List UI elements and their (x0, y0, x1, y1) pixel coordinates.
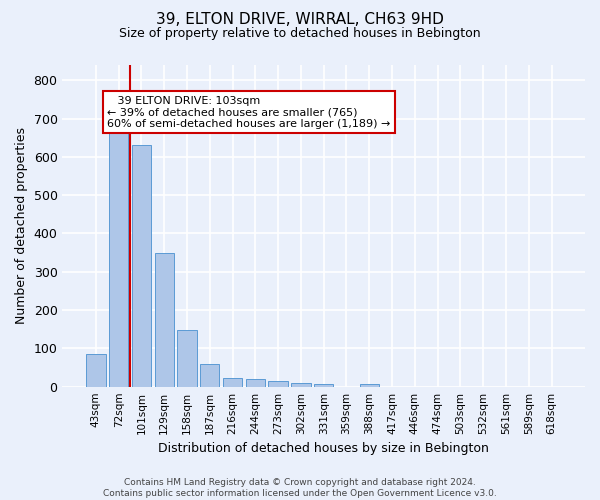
Bar (155, 254, 174, 386)
Text: Size of property relative to detached houses in Bebington: Size of property relative to detached ho… (119, 28, 481, 40)
Bar (291, 383, 311, 386)
Text: 39 ELTON DRIVE: 103sqm
← 39% of detached houses are smaller (765)
60% of semi-de: 39 ELTON DRIVE: 103sqm ← 39% of detached… (107, 96, 391, 129)
Text: Contains HM Land Registry data © Crown copyright and database right 2024.
Contai: Contains HM Land Registry data © Crown c… (103, 478, 497, 498)
Bar (86, 354, 106, 386)
Bar (268, 381, 288, 386)
X-axis label: Distribution of detached houses by size in Bebington: Distribution of detached houses by size … (158, 442, 489, 455)
Bar (245, 379, 265, 386)
Y-axis label: Number of detached properties: Number of detached properties (15, 128, 28, 324)
Bar (178, 330, 197, 386)
Bar (359, 384, 379, 386)
Bar (314, 384, 334, 386)
Text: 39, ELTON DRIVE, WIRRAL, CH63 9HD: 39, ELTON DRIVE, WIRRAL, CH63 9HD (156, 12, 444, 28)
Bar (200, 364, 220, 386)
Bar (223, 378, 242, 386)
Bar (132, 146, 151, 386)
Bar (109, 132, 128, 386)
